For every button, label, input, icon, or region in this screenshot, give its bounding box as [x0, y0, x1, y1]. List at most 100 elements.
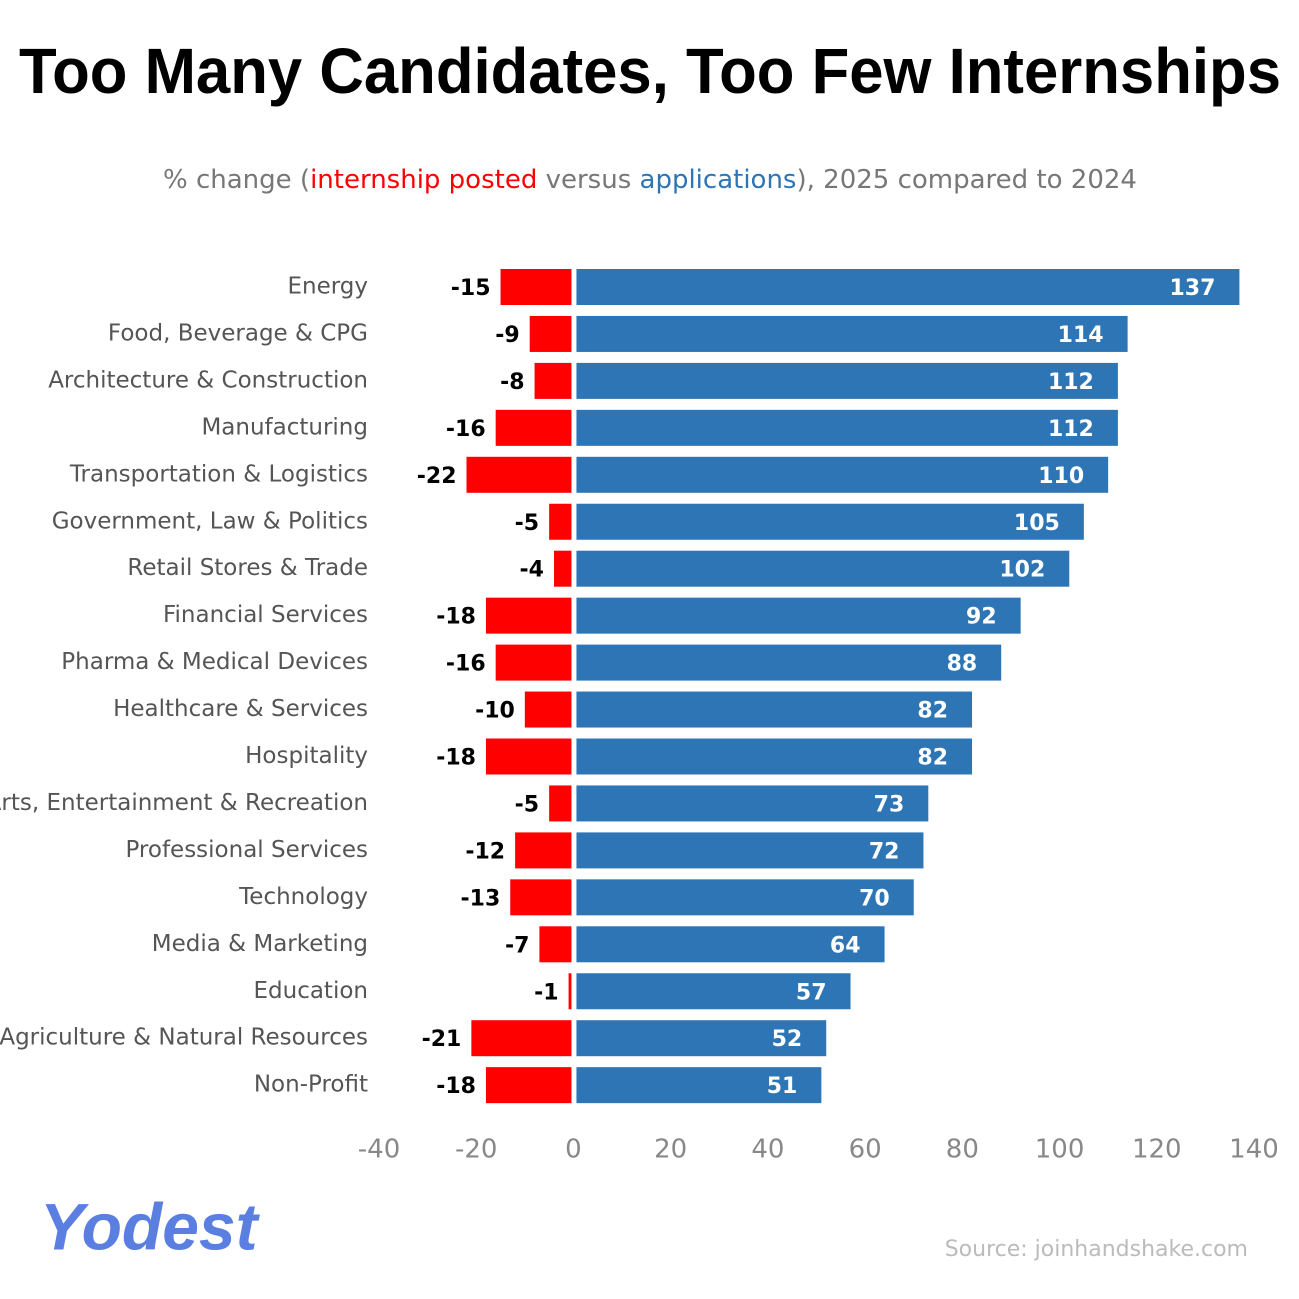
- negative-bar: [539, 926, 572, 963]
- category-label: Energy: [287, 274, 368, 300]
- positive-bar: [576, 269, 1240, 305]
- positive-bar: [576, 1020, 827, 1057]
- negative-bar: [495, 644, 572, 681]
- positive-bar: [576, 879, 914, 916]
- positive-bar: [576, 926, 885, 963]
- negative-bar: [554, 550, 572, 587]
- value-label: -5: [515, 792, 539, 817]
- subtitle-part: % change (: [163, 165, 310, 195]
- subtitle-part: versus: [537, 165, 639, 195]
- category-label: Government, Law & Politics: [52, 508, 368, 534]
- value-label: 57: [796, 980, 827, 1005]
- x-tick-label: 0: [565, 1135, 582, 1165]
- positive-bar: [576, 315, 1128, 352]
- negative-bar: [510, 879, 572, 916]
- negative-bar: [524, 691, 572, 728]
- category-label: Pharma & Medical Devices: [61, 649, 368, 675]
- category-label: Hospitality: [245, 743, 368, 769]
- value-label: 137: [1169, 276, 1215, 301]
- negative-bar: [515, 832, 572, 869]
- negative-bar: [466, 456, 572, 493]
- x-tick-label: 80: [946, 1135, 979, 1165]
- value-label: -15: [451, 276, 491, 301]
- value-label: -12: [465, 839, 505, 864]
- value-label: -9: [495, 323, 519, 348]
- value-label: -18: [436, 605, 476, 630]
- subtitle-part: ), 2025 compared to 2024: [796, 165, 1137, 195]
- value-label: 82: [917, 746, 948, 771]
- value-label: 64: [830, 933, 861, 958]
- value-label: -18: [436, 1074, 476, 1099]
- value-label: -1: [534, 980, 558, 1005]
- source: Source: joinhandshake.com: [945, 1237, 1248, 1262]
- negative-bar: [495, 409, 572, 446]
- category-label: Agriculture & Natural Resources: [0, 1025, 368, 1051]
- value-label: -7: [505, 933, 529, 958]
- value-label: 51: [767, 1074, 798, 1099]
- chart-title: Too Many Candidates, Too Few Internships: [19, 35, 1281, 107]
- value-label: -21: [422, 1027, 462, 1052]
- value-label: -5: [515, 511, 539, 536]
- positive-bar: [576, 456, 1109, 493]
- category-label: Technology: [238, 884, 368, 910]
- value-label: -13: [461, 886, 501, 911]
- chart-subtitle: % change (internship posted versus appli…: [163, 165, 1137, 195]
- negative-bar: [529, 315, 572, 352]
- logo: Yodest: [40, 1189, 261, 1263]
- value-label: 88: [947, 652, 978, 677]
- x-tick-label: 20: [654, 1135, 687, 1165]
- x-tick-label: -20: [455, 1135, 497, 1165]
- negative-bar: [568, 973, 572, 1010]
- subtitle-series-name: applications: [640, 165, 797, 195]
- negative-bar: [485, 738, 572, 775]
- category-label: Financial Services: [163, 602, 368, 628]
- category-label: Education: [253, 978, 368, 1004]
- subtitle-series-name: internship posted: [310, 165, 537, 195]
- x-tick-label: -40: [358, 1135, 400, 1165]
- negative-bar: [485, 597, 572, 634]
- negative-bar: [500, 269, 572, 305]
- category-label: Healthcare & Services: [113, 696, 368, 722]
- x-tick-label: 120: [1132, 1135, 1182, 1165]
- negative-bar: [549, 503, 572, 540]
- value-label: -10: [475, 699, 515, 724]
- x-tick-label: 140: [1229, 1135, 1279, 1165]
- positive-bar: [576, 1067, 822, 1104]
- category-label: Non-Profit: [254, 1072, 368, 1098]
- category-label: Transportation & Logistics: [69, 461, 368, 487]
- category-label: Architecture & Construction: [48, 367, 368, 393]
- category-label: Retail Stores & Trade: [127, 555, 368, 581]
- value-label: 72: [869, 839, 900, 864]
- value-label: -8: [500, 370, 524, 395]
- category-label: Manufacturing: [201, 414, 368, 440]
- value-label: 92: [966, 605, 997, 630]
- value-label: 70: [859, 886, 890, 911]
- negative-bar: [471, 1020, 572, 1057]
- value-label: 110: [1038, 464, 1084, 489]
- value-label: -18: [436, 746, 476, 771]
- value-label: 102: [999, 558, 1045, 583]
- x-tick-label: 40: [751, 1135, 784, 1165]
- positive-bar: [576, 409, 1118, 446]
- category-label: Arts, Entertainment & Recreation: [0, 790, 368, 816]
- negative-bar: [534, 362, 572, 399]
- negative-bar: [549, 785, 572, 822]
- positive-bar: [576, 832, 924, 869]
- value-label: -16: [446, 652, 486, 677]
- value-label: -16: [446, 417, 486, 442]
- value-label: -22: [417, 464, 457, 489]
- positive-bar: [576, 597, 1021, 634]
- positive-bar: [576, 691, 973, 728]
- value-label: 105: [1014, 511, 1060, 536]
- category-label: Media & Marketing: [152, 931, 368, 957]
- positive-bar: [576, 785, 929, 822]
- value-label: 114: [1058, 323, 1104, 348]
- value-label: 112: [1048, 370, 1094, 395]
- category-label: Food, Beverage & CPG: [108, 320, 368, 346]
- value-label: 82: [917, 699, 948, 724]
- value-label: 52: [772, 1027, 803, 1052]
- value-label: -4: [520, 558, 544, 583]
- positive-bar: [576, 362, 1118, 399]
- positive-bar: [576, 644, 1002, 681]
